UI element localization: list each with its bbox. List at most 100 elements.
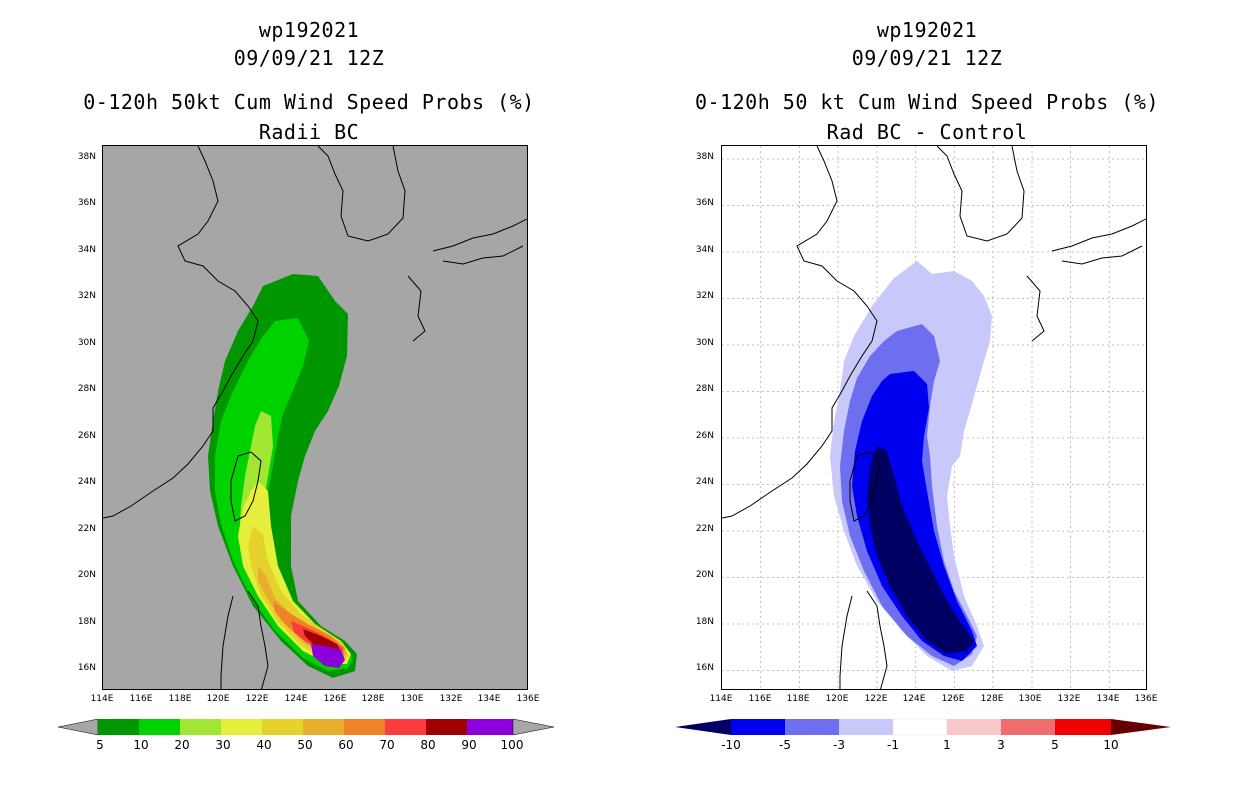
panel-rad-bc-minus-control: wp192021 09/09/21 12Z 0-120h 50 kt Cum W…	[618, 0, 1236, 800]
colorbar-label: 10	[1103, 738, 1119, 752]
lon-tick-label: 124E	[284, 694, 308, 704]
colorbar-label: -1	[887, 738, 899, 752]
colorbar-swatch	[731, 719, 785, 735]
lon-tick-label: 132E	[439, 694, 463, 704]
colorbar-swatch	[839, 719, 893, 735]
colorbar-swatch	[426, 719, 467, 735]
prob-contour-80	[303, 629, 341, 652]
lat-tick-label: 38N	[695, 152, 714, 162]
lon-tick-label: 120E	[206, 694, 230, 704]
lon-tick-label: 118E	[168, 694, 192, 704]
colorbar-svg	[57, 718, 555, 736]
lat-tick-label: 36N	[695, 198, 714, 208]
japan-coast	[1026, 218, 1146, 342]
colorbar-swatch	[385, 719, 426, 735]
colorbar-label: 10	[133, 738, 149, 752]
colorbar-high-arrow	[1111, 719, 1171, 735]
lon-tick-label: 134E	[477, 694, 501, 704]
luzon-coast	[220, 590, 269, 689]
subtitle: Radii BC	[258, 120, 360, 144]
colorbar-swatch	[344, 719, 385, 735]
korea-coast	[936, 146, 1025, 242]
colorbar-label: 20	[174, 738, 190, 752]
colorbar-label: 100	[500, 738, 524, 752]
lat-tick-label: 34N	[77, 245, 96, 255]
colorbar-label: 30	[215, 738, 231, 752]
lat-tick-label: 18N	[77, 617, 96, 627]
lat-tick-label: 18N	[695, 617, 714, 627]
luzon-coast	[839, 590, 888, 689]
lat-tick-label: 28N	[77, 384, 96, 394]
lon-tick-label: 136E	[516, 694, 540, 704]
lon-tick-label: 116E	[129, 694, 153, 704]
lon-tick-label: 134E	[1096, 694, 1120, 704]
product-title: 0-120h 50 kt Cum Wind Speed Probs (%)	[694, 90, 1160, 114]
lat-tick-label: 30N	[695, 338, 714, 348]
taiwan-coast	[849, 451, 881, 522]
diff-contour-minus10	[867, 446, 974, 654]
lat-tick-label: 16N	[695, 663, 714, 673]
lon-tick-label: 118E	[786, 694, 810, 704]
lon-tick-label: 116E	[748, 694, 772, 704]
colorbar-swatch	[221, 719, 262, 735]
colorbar-label: 1	[943, 738, 951, 752]
colorbar-label: 50	[297, 738, 313, 752]
lat-tick-label: 36N	[77, 198, 96, 208]
colorbar-swatch	[303, 719, 344, 735]
lon-tick-label: 114E	[709, 694, 733, 704]
taiwan-coast	[230, 451, 262, 522]
colorbar-swatch	[139, 719, 180, 735]
colorbar-swatch	[180, 719, 221, 735]
lat-tick-label: 22N	[695, 524, 714, 534]
product-title: 0-120h 50kt Cum Wind Speed Probs (%)	[83, 90, 535, 114]
colorbar-swatch	[467, 719, 513, 735]
lon-tick-label: 128E	[361, 694, 385, 704]
lat-tick-label: 38N	[77, 152, 96, 162]
lat-tick-label: 20N	[77, 570, 96, 580]
lon-tick-label: 120E	[825, 694, 849, 704]
subtitle: Rad BC - Control	[826, 120, 1028, 144]
colorbar-label: 90	[461, 738, 477, 752]
colorbar-label: -3	[833, 738, 845, 752]
colorbar-swatch	[262, 719, 303, 735]
lon-tick-label: 122E	[245, 694, 269, 704]
colorbar-label: 80	[420, 738, 436, 752]
colorbar-swatch	[1001, 719, 1055, 735]
lat-tick-label: 34N	[695, 245, 714, 255]
colorbar-swatch	[1055, 719, 1111, 735]
prob-contour-30	[238, 481, 351, 664]
lat-tick-label: 16N	[77, 663, 96, 673]
colorbar-label: 70	[379, 738, 395, 752]
colorbar-label: -5	[779, 738, 791, 752]
prob-contour-10	[215, 318, 353, 671]
lon-tick-label: 136E	[1134, 694, 1158, 704]
lon-tick-label: 122E	[864, 694, 888, 704]
lon-tick-label: 128E	[980, 694, 1004, 704]
lat-tick-label: 20N	[695, 570, 714, 580]
lat-tick-label: 26N	[695, 431, 714, 441]
colorbar-label: 5	[96, 738, 104, 752]
colorbar-label: 60	[338, 738, 354, 752]
colorbar	[57, 718, 555, 736]
storm-id-title: wp192021	[876, 18, 978, 42]
lon-tick-label: 132E	[1057, 694, 1081, 704]
difference-map-svg	[722, 146, 1146, 689]
lat-tick-label: 30N	[77, 338, 96, 348]
prob-contour-90	[311, 644, 345, 668]
lon-tick-label: 126E	[323, 694, 347, 704]
probability-map-svg	[103, 146, 527, 689]
lon-tick-label: 130E	[1018, 694, 1042, 704]
diff-contour-minus5	[852, 371, 977, 661]
grid-lines	[722, 146, 1146, 689]
colorbar-label: -10	[721, 738, 741, 752]
date-title: 09/09/21 12Z	[851, 46, 1003, 70]
colorbar-svg	[675, 718, 1171, 736]
lon-tick-label: 124E	[902, 694, 926, 704]
colorbar-swatch	[947, 719, 1001, 735]
lat-tick-label: 22N	[77, 524, 96, 534]
probability-map	[102, 145, 528, 690]
lat-tick-label: 32N	[695, 291, 714, 301]
colorbar-label: 40	[256, 738, 272, 752]
lon-tick-label: 126E	[941, 694, 965, 704]
coastline-group	[722, 146, 1146, 689]
